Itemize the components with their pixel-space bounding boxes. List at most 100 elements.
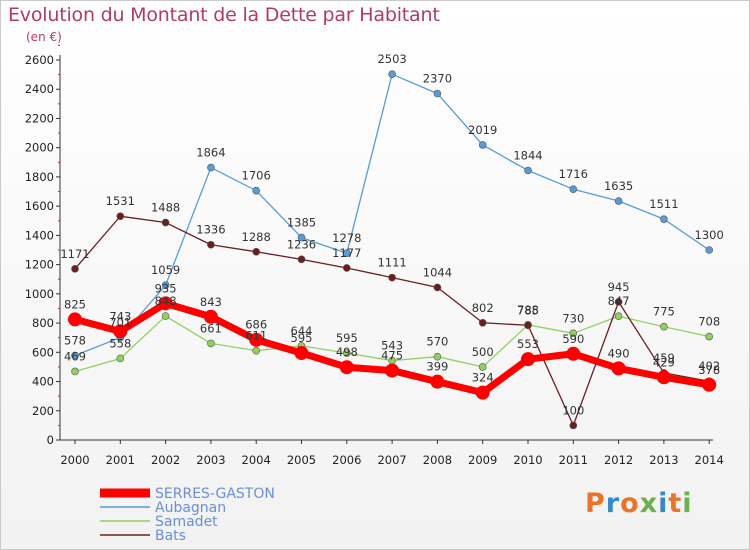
y-tick-label: 2600 [25, 53, 54, 67]
data-point-samadet [161, 312, 170, 320]
y-tick-label: 2400 [25, 82, 54, 96]
data-point-aubagnan [524, 166, 532, 175]
data-point-aubagnan [71, 351, 79, 360]
data-label-aubagnan: 1511 [649, 197, 678, 211]
data-point-serres-gaston [249, 332, 264, 347]
data-point-samadet [207, 339, 215, 348]
data-label-samadet: 730 [562, 311, 584, 325]
chart-title: Evolution du Montant de la Dette par Hab… [8, 4, 440, 26]
data-point-samadet [433, 352, 442, 361]
data-label-bats: 1177 [332, 246, 361, 260]
data-point-serres-gaston [702, 377, 717, 392]
data-label-serres-gaston: 475 [381, 349, 403, 363]
data-point-samadet [252, 346, 261, 355]
data-point-aubagnan [614, 197, 623, 205]
data-label-serres-gaston: 590 [562, 332, 584, 346]
data-point-bats [569, 421, 578, 430]
data-label-samadet: 661 [200, 321, 222, 335]
data-label-samadet: 500 [472, 345, 494, 359]
data-label-samadet: 570 [426, 335, 448, 349]
x-tick-label: 2010 [513, 453, 542, 467]
x-tick-label: 2001 [106, 453, 135, 467]
y-tick-label: 400 [32, 375, 54, 389]
y-tick-label: 600 [32, 345, 54, 359]
data-point-samadet [116, 354, 125, 363]
data-point-bats [342, 264, 351, 272]
data-label-samadet: 788 [517, 303, 539, 317]
data-label-aubagnan: 1300 [695, 228, 724, 242]
y-tick-label: 2200 [25, 111, 54, 125]
data-label-aubagnan: 1844 [513, 148, 542, 162]
y-tick-label: 1200 [25, 258, 54, 272]
data-label-bats: 1531 [106, 194, 135, 208]
data-point-aubagnan [388, 70, 396, 78]
data-point-samadet [71, 367, 79, 376]
data-label-bats: 1236 [287, 237, 316, 251]
data-label-samadet: 848 [155, 294, 177, 308]
data-label-serres-gaston: 399 [426, 360, 448, 374]
data-point-bats [478, 318, 487, 327]
data-label-samadet: 708 [698, 315, 720, 329]
data-label-aubagnan: 1385 [287, 216, 316, 230]
data-label-serres-gaston: 825 [64, 297, 86, 311]
data-point-samadet [660, 322, 668, 331]
data-label-samadet: 469 [64, 349, 86, 363]
data-point-serres-gaston [611, 361, 626, 376]
x-tick-label: 2012 [604, 453, 633, 467]
y-tick-label: 1800 [25, 170, 54, 184]
x-tick-label: 2003 [196, 453, 225, 467]
data-label-aubagnan: 1635 [604, 179, 633, 193]
data-point-serres-gaston [158, 296, 173, 311]
data-point-bats [71, 265, 79, 273]
x-tick-label: 2009 [468, 453, 497, 467]
y-tick-label: 1600 [25, 199, 54, 213]
data-label-bats: 1488 [151, 201, 180, 215]
data-label-serres-gaston: 843 [200, 295, 222, 309]
data-label-serres-gaston: 686 [245, 318, 267, 332]
data-point-bats [207, 240, 215, 249]
x-tick-label: 2004 [242, 453, 271, 467]
legend-label-serres-gaston: SERRES-GASTON [155, 486, 275, 502]
data-label-bats: 402 [698, 359, 720, 373]
data-point-serres-gaston [113, 324, 128, 339]
data-label-aubagnan: 2503 [377, 52, 406, 66]
data-label-samadet: 775 [653, 305, 675, 319]
data-label-samadet: 611 [245, 329, 267, 343]
data-label-samadet: 644 [291, 324, 313, 338]
data-point-aubagnan [660, 215, 668, 223]
data-label-bats: 1111 [377, 256, 406, 270]
y-tick-label: 0 [47, 433, 54, 447]
data-label-bats: 1336 [196, 223, 225, 237]
data-label-samadet: 595 [336, 331, 358, 345]
data-label-bats: 1288 [242, 230, 271, 244]
data-point-bats [433, 283, 442, 292]
x-tick-label: 2005 [287, 453, 316, 467]
legend-label-samadet: Samadet [155, 514, 218, 530]
data-label-aubagnan: 1864 [196, 146, 225, 160]
data-label-aubagnan: 2370 [423, 72, 452, 86]
data-label-serres-gaston: 498 [336, 345, 358, 359]
data-point-serres-gaston [385, 363, 400, 378]
legend-label-bats: Bats [155, 528, 186, 544]
data-label-serres-gaston: 595 [291, 331, 313, 345]
data-point-samadet [569, 329, 578, 338]
data-label-aubagnan: 1706 [242, 169, 271, 183]
data-point-serres-gaston [339, 360, 354, 375]
proxiti-logo: Proxiti [585, 488, 693, 519]
data-label-bats: 1044 [423, 265, 452, 279]
series-line-bats [74, 215, 710, 427]
data-point-bats [614, 298, 623, 306]
y-tick-label: 800 [32, 316, 54, 330]
data-label-serres-gaston: 324 [472, 371, 494, 385]
data-point-bats [388, 273, 396, 282]
data-label-aubagnan: 578 [64, 334, 86, 348]
data-point-aubagnan [297, 233, 306, 242]
data-point-serres-gaston [430, 374, 445, 389]
data-label-serres-gaston: 490 [608, 346, 630, 360]
data-label-bats: 802 [472, 301, 494, 315]
data-label-aubagnan: 2019 [468, 123, 497, 137]
data-label-samadet: 543 [381, 339, 403, 353]
data-point-samadet [614, 312, 623, 321]
